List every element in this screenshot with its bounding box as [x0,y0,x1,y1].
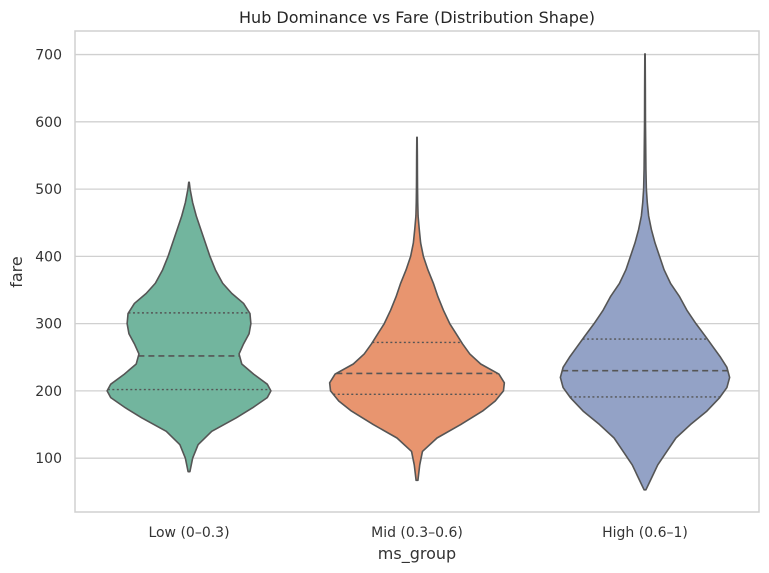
y-tick-label: 500 [35,182,62,198]
y-tick-label: 200 [35,384,62,400]
plot-frame [74,30,760,513]
x-axis-label: ms_group [378,544,456,564]
x-tick-label: High (0.6–1) [602,525,688,541]
y-tick-label: 700 [35,48,62,64]
violin-group [328,136,506,482]
y-tick-label: 300 [35,317,62,333]
violins [106,53,731,491]
y-tick-label: 400 [35,249,62,265]
violin-body [106,181,272,473]
x-tick-label: Mid (0.3–0.6) [371,525,463,541]
y-tick-labels: 100 200 300 400 500 600 700 [35,48,62,468]
x-tick-label: Low (0–0.3) [148,525,229,541]
chart-title: Hub Dominance vs Fare (Distribution Shap… [239,8,595,27]
violin-body [559,53,731,491]
y-tick-label: 100 [35,451,62,467]
y-tick-label: 600 [35,115,62,131]
violin-group [106,181,272,473]
violin-group [559,53,731,491]
y-axis-label: fare [7,256,26,288]
x-tick-labels: Low (0–0.3) Mid (0.3–0.6) High (0.6–1) [148,525,687,541]
